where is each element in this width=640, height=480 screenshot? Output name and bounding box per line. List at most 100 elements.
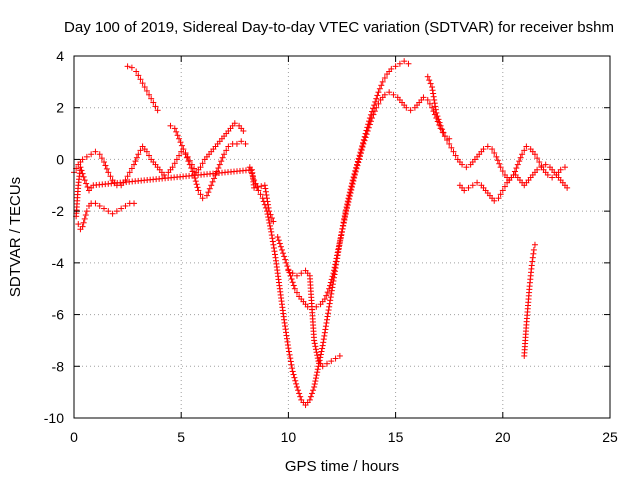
- x-tick-label: 25: [602, 429, 618, 445]
- data-point: [480, 146, 487, 153]
- data-point: [263, 191, 270, 198]
- data-point: [474, 179, 481, 186]
- data-point: [323, 292, 330, 299]
- data-point: [101, 159, 108, 166]
- data-point: [331, 267, 338, 274]
- data-point: [268, 228, 275, 235]
- data-point: [429, 104, 436, 111]
- data-point: [291, 285, 298, 292]
- data-point: [92, 148, 99, 155]
- data-point: [350, 177, 357, 184]
- data-point: [148, 95, 155, 102]
- data-point: [107, 173, 114, 180]
- data-point: [109, 210, 116, 217]
- data-point: [223, 147, 230, 154]
- data-point: [137, 76, 144, 83]
- data-point: [325, 307, 332, 314]
- data-point: [365, 124, 372, 131]
- data-point: [334, 252, 341, 259]
- data-point: [450, 148, 457, 155]
- data-point: [319, 363, 326, 370]
- data-point: [484, 143, 491, 150]
- data-point: [297, 393, 304, 400]
- data-point: [171, 160, 178, 167]
- data-point: [342, 211, 349, 218]
- data-point: [79, 223, 86, 230]
- data-point: [308, 390, 315, 397]
- data-point: [84, 184, 91, 191]
- data-point: [298, 270, 305, 277]
- data-point: [287, 355, 294, 362]
- data-point: [369, 115, 376, 122]
- data-point: [432, 103, 439, 110]
- data-point: [538, 164, 545, 171]
- data-point: [161, 171, 168, 178]
- data-point: [337, 234, 344, 241]
- data-point: [381, 74, 388, 81]
- data-point: [312, 343, 319, 350]
- data-point: [433, 109, 440, 116]
- data-point: [378, 82, 385, 89]
- data-point: [323, 316, 330, 323]
- data-point: [495, 195, 502, 202]
- data-point: [564, 184, 571, 191]
- data-point: [326, 282, 333, 289]
- data-point: [339, 225, 346, 232]
- data-point: [440, 129, 447, 136]
- data-point: [312, 378, 319, 385]
- x-tick-label: 20: [495, 429, 511, 445]
- data-point: [534, 166, 541, 173]
- data-point: [366, 121, 373, 128]
- data-point: [128, 165, 135, 172]
- data-point: [332, 258, 339, 265]
- data-point: [101, 205, 108, 212]
- data-point: [381, 91, 388, 98]
- data-point: [131, 200, 138, 207]
- data-point: [353, 165, 360, 172]
- data-point: [401, 58, 408, 65]
- data-point: [118, 205, 125, 212]
- data-point: [324, 313, 331, 320]
- data-point: [254, 184, 261, 191]
- data-point: [396, 60, 403, 67]
- data-point: [362, 134, 369, 141]
- data-point: [356, 156, 363, 163]
- data-point: [339, 228, 345, 235]
- data-point: [83, 208, 90, 215]
- data-point: [351, 171, 358, 178]
- data-point: [78, 167, 85, 174]
- data-point: [461, 187, 468, 194]
- data-point: [286, 348, 293, 355]
- data-point: [171, 125, 178, 132]
- data-point: [491, 197, 498, 204]
- data-point: [322, 323, 329, 330]
- data-point: [469, 182, 476, 189]
- data-point: [272, 251, 278, 258]
- data-point: [132, 158, 139, 165]
- data-points: [71, 58, 571, 409]
- data-point: [376, 85, 383, 92]
- data-point: [77, 164, 84, 171]
- data-point: [516, 158, 523, 165]
- data-point: [88, 151, 95, 158]
- data-point: [370, 111, 377, 118]
- data-point: [427, 80, 434, 87]
- data-point: [313, 349, 320, 356]
- data-point: [375, 100, 382, 107]
- data-point: [194, 184, 201, 191]
- data-point: [277, 243, 284, 250]
- data-point: [320, 336, 327, 343]
- data-point: [265, 217, 272, 224]
- data-point: [265, 201, 272, 208]
- data-point: [206, 185, 213, 192]
- data-point: [434, 113, 441, 120]
- data-point: [80, 219, 87, 226]
- data-point: [288, 276, 295, 283]
- data-point: [508, 174, 515, 181]
- data-point: [392, 63, 399, 70]
- data-point: [188, 161, 195, 168]
- data-point: [293, 289, 300, 296]
- data-point: [337, 237, 344, 244]
- data-point: [211, 175, 218, 182]
- data-point: [328, 358, 335, 365]
